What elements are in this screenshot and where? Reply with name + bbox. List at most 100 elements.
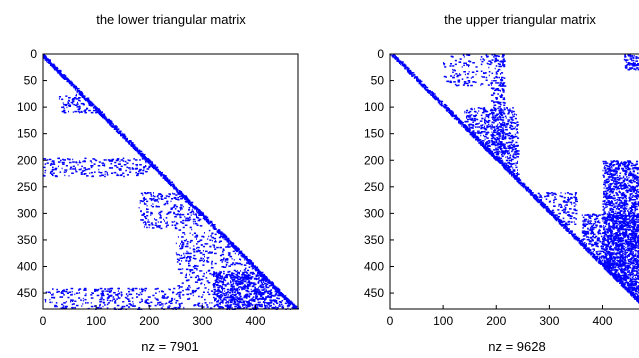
nonzero-mark (274, 301, 276, 303)
nonzero-mark (189, 232, 191, 234)
nonzero-mark (205, 218, 209, 221)
nonzero-mark (252, 272, 255, 275)
nonzero-mark (228, 296, 230, 299)
nonzero-mark (80, 110, 83, 113)
nonzero-mark (244, 303, 246, 306)
nonzero-mark (125, 297, 128, 299)
nonzero-mark (81, 165, 83, 168)
nonzero-mark (196, 243, 198, 245)
nonzero-mark (71, 306, 74, 309)
nonzero-mark (207, 243, 209, 245)
nonzero-mark (466, 109, 469, 112)
nonzero-mark (117, 290, 119, 292)
nonzero-mark (491, 135, 493, 138)
nonzero-mark (495, 129, 497, 131)
nonzero-mark (44, 56, 47, 59)
nonzero-mark (443, 62, 445, 64)
nonzero-mark (242, 300, 245, 302)
nonzero-mark (466, 82, 469, 85)
nonzero-mark (502, 101, 505, 104)
nonzero-mark (43, 54, 45, 56)
nonzero-mark (153, 194, 154, 197)
nonzero-mark (241, 255, 243, 258)
nonzero-mark (274, 286, 277, 289)
nonzero-mark (217, 230, 221, 232)
nonzero-mark (477, 137, 480, 140)
nonzero-mark (62, 161, 65, 164)
nonzero-mark (463, 126, 466, 128)
nonzero-mark (181, 236, 184, 238)
nonzero-mark (121, 295, 123, 297)
nonzero-mark (139, 150, 143, 153)
nonzero-mark (592, 253, 596, 256)
nonzero-mark (58, 72, 61, 74)
nonzero-mark (75, 169, 77, 171)
nonzero-mark (502, 89, 505, 92)
nonzero-mark (175, 205, 177, 208)
nonzero-mark (179, 192, 183, 194)
nonzero-mark (156, 168, 159, 171)
nonzero-mark (406, 68, 410, 71)
nonzero-mark (396, 59, 400, 61)
nonzero-mark (419, 80, 422, 83)
nonzero-mark (446, 109, 448, 111)
nonzero-mark (260, 295, 262, 298)
nonzero-mark (215, 304, 217, 307)
nonzero-mark (184, 245, 187, 248)
nonzero-mark (480, 126, 482, 128)
nonzero-mark (263, 276, 266, 278)
nonzero-mark (180, 286, 183, 288)
nonzero-mark (504, 135, 507, 138)
nonzero-mark (183, 195, 186, 197)
nonzero-mark (72, 168, 75, 170)
nonzero-mark (184, 224, 188, 226)
nonzero-mark (150, 165, 152, 168)
nonzero-mark (500, 142, 503, 144)
nonzero-mark (143, 226, 145, 228)
nonzero-mark (495, 125, 498, 128)
nonzero-mark (69, 80, 72, 83)
nonzero-mark (196, 207, 197, 209)
nonzero-mark (240, 276, 243, 279)
nonzero-mark (128, 300, 130, 302)
nonzero-mark (253, 300, 256, 302)
nonzero-mark (490, 100, 494, 102)
nonzero-mark (506, 152, 509, 155)
nonzero-mark (504, 164, 507, 166)
nonzero-mark (472, 136, 474, 139)
nonzero-mark (498, 109, 500, 112)
nonzero-mark (215, 293, 217, 296)
nonzero-mark (276, 291, 279, 293)
nonzero-mark (114, 128, 118, 130)
nonzero-mark (133, 146, 135, 148)
nonzero-mark (145, 192, 148, 195)
nonzero-mark (165, 195, 168, 197)
nonzero-mark (228, 253, 231, 255)
nonzero-mark (144, 289, 147, 292)
nonzero-mark (132, 144, 134, 146)
nonzero-mark (179, 268, 182, 271)
nonzero-mark (185, 279, 188, 282)
nonzero-mark (497, 156, 500, 158)
nonzero-mark (243, 256, 245, 259)
nonzero-mark (140, 210, 142, 213)
nonzero-mark (141, 219, 144, 221)
nonzero-mark (503, 104, 506, 106)
nonzero-mark (175, 198, 178, 200)
nonzero-mark (146, 168, 150, 170)
nonzero-mark (181, 282, 184, 284)
nonzero-mark (174, 208, 177, 210)
nonzero-mark (496, 70, 499, 72)
nonzero-mark (196, 275, 199, 277)
nonzero-mark (220, 231, 223, 233)
nonzero-mark (502, 165, 505, 168)
nonzero-mark (134, 168, 137, 170)
nonzero-mark (272, 299, 275, 301)
nonzero-mark (131, 145, 134, 147)
nonzero-mark (184, 198, 187, 200)
nonzero-mark (107, 118, 110, 121)
nonzero-mark (467, 111, 471, 114)
nonzero-mark (74, 293, 76, 296)
nonzero-mark (76, 103, 79, 105)
nonzero-mark (502, 116, 505, 119)
